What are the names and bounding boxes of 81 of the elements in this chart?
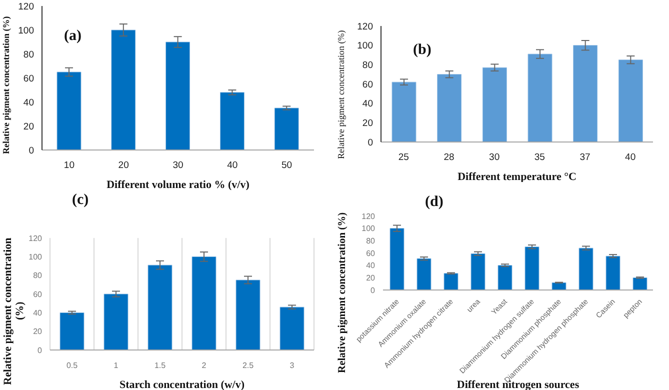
x-tick-label: 1: [114, 361, 119, 370]
bar: [437, 74, 462, 142]
bar: [111, 30, 136, 150]
bar: [470, 253, 486, 290]
y-tick-label: 40: [23, 97, 34, 108]
x-tick-label: 1.5: [154, 361, 166, 370]
y-tick-label: 100: [28, 252, 43, 262]
bar: [573, 45, 598, 142]
y-tick-label: 60: [33, 290, 43, 299]
y-tick-label: 0: [368, 137, 373, 148]
x-tick-label: 3: [290, 361, 295, 370]
bar: [280, 306, 304, 350]
x-tick-label: 37: [580, 152, 590, 163]
text: (b): [413, 42, 432, 59]
y-tick-label: 0: [370, 286, 376, 295]
y-axis-title: Relative pigment concentration (%): [336, 30, 347, 162]
x-tick-label: 25: [398, 152, 409, 163]
y-tick-label: 80: [366, 236, 376, 246]
bar: [60, 312, 84, 350]
bar: [498, 265, 512, 290]
bar: [618, 60, 643, 142]
x-tick-label: 28: [444, 152, 454, 163]
text: (a): [64, 28, 82, 45]
y-tick-label: 80: [362, 60, 373, 72]
bar: [220, 92, 244, 150]
bar: [524, 246, 540, 290]
x-axis-title: Different temperature °C: [458, 171, 576, 183]
x-tick-label: 30: [489, 152, 500, 163]
y-tick-label: 80: [23, 49, 34, 60]
bar: [236, 280, 260, 350]
y-tick-label: 120: [18, 1, 34, 12]
y-tick-label: 120: [362, 212, 376, 221]
x-tick-label: 2.5: [242, 361, 254, 370]
x-axis-title: Different volume ratio % (v/v): [106, 179, 250, 191]
bar: [392, 82, 416, 142]
x-tick-label: 2: [202, 361, 207, 370]
y-tick-label: 100: [357, 40, 373, 52]
y-tick-label: 20: [23, 121, 34, 132]
bar: [528, 54, 552, 142]
bar: [482, 67, 507, 142]
bar: [148, 264, 172, 350]
y-tick-label: 20: [366, 274, 376, 283]
bar: [632, 277, 648, 290]
y-tick-label: 120: [28, 234, 43, 243]
y-tick-label: 100: [18, 25, 34, 36]
bar: [274, 108, 299, 150]
x-tick-label: 35: [534, 152, 545, 163]
bar: [552, 282, 566, 290]
x-tick-label: 40: [625, 152, 636, 163]
x-tick-label: 0.5: [66, 361, 78, 370]
x-tick-label: 30: [172, 160, 184, 171]
y-axis-title: Relative pigment concentration (%): [1, 15, 12, 156]
y-tick-label: 60: [23, 73, 34, 84]
y-tick-label: 40: [362, 98, 373, 110]
y-tick-label: 20: [362, 118, 373, 130]
bar: [444, 273, 458, 290]
bar: [166, 42, 190, 150]
y-axis-title: Relative pigment concentration (%): [2, 236, 26, 386]
chart-title: (d): [425, 194, 444, 211]
y-tick-label: 60: [366, 248, 376, 258]
x-tick-label: 10: [64, 160, 74, 171]
x-tick-label: 50: [282, 160, 292, 171]
x-tick-label: 40: [227, 160, 238, 171]
x-axis-title: Starch concentration (w/v): [119, 379, 245, 390]
bar: [578, 248, 594, 290]
y-tick-label: 0: [38, 346, 43, 355]
bar: [606, 256, 620, 290]
chart-title: (c): [72, 192, 89, 209]
bar: [104, 294, 128, 350]
bar: [390, 228, 404, 290]
y-tick-label: 0: [28, 145, 34, 156]
y-tick-label: 40: [366, 261, 376, 270]
bar: [416, 258, 432, 290]
bar: [192, 256, 216, 350]
y-tick-label: 100: [362, 224, 376, 234]
x-tick-label: 20: [118, 160, 129, 171]
y-tick-label: 80: [33, 271, 43, 280]
y-axis-title: Relative pigment concentration (%): [337, 212, 349, 376]
y-tick-label: 60: [362, 79, 373, 90]
bar: [56, 72, 82, 150]
y-tick-label: 120: [357, 21, 373, 32]
